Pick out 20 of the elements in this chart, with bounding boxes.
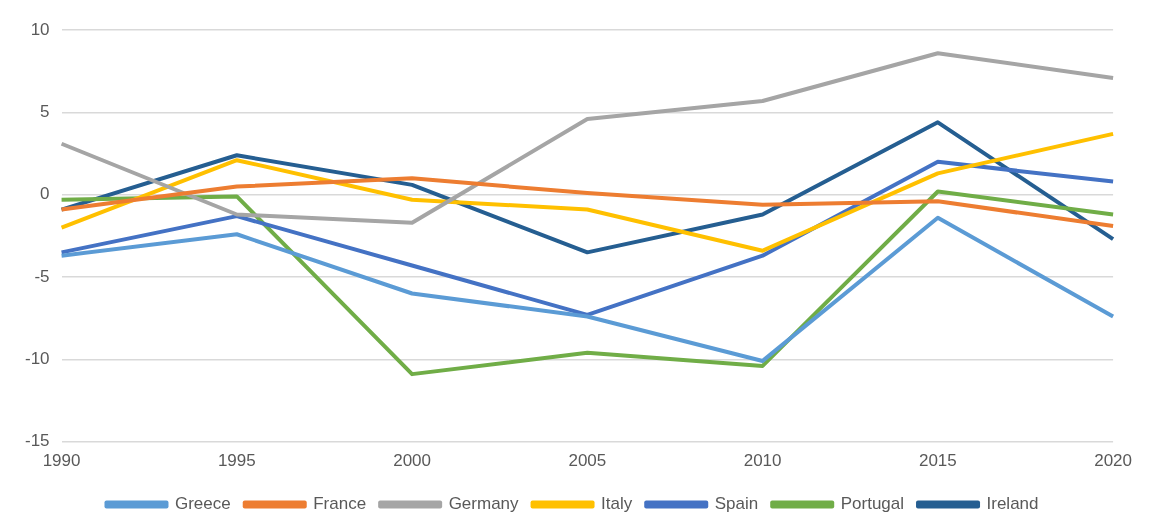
legend-label: France <box>313 494 367 514</box>
y-tick-label: 10 <box>30 19 50 39</box>
y-tick-label: -5 <box>34 266 50 286</box>
x-tick-label: 2000 <box>393 451 431 471</box>
x-tick-label: 1995 <box>217 451 256 471</box>
legend-label: Spain <box>714 494 759 514</box>
x-tick-label: 2020 <box>1094 451 1132 471</box>
x-tick-label: 1990 <box>42 451 81 471</box>
legend-label: Ireland <box>986 494 1039 514</box>
y-tick-label: 5 <box>40 102 50 122</box>
legend-label: Germany <box>448 494 520 514</box>
legend-label: Portugal <box>840 494 905 514</box>
x-tick-label: 2015 <box>918 451 957 471</box>
y-tick-label: 0 <box>40 184 50 204</box>
legend-label: Italy <box>601 494 633 514</box>
x-tick-label: 2005 <box>568 451 607 471</box>
legend-label: Greece <box>174 494 231 514</box>
y-tick-label: -10 <box>24 349 50 369</box>
x-tick-label: 2010 <box>743 451 782 471</box>
y-tick-label: -15 <box>24 431 50 451</box>
